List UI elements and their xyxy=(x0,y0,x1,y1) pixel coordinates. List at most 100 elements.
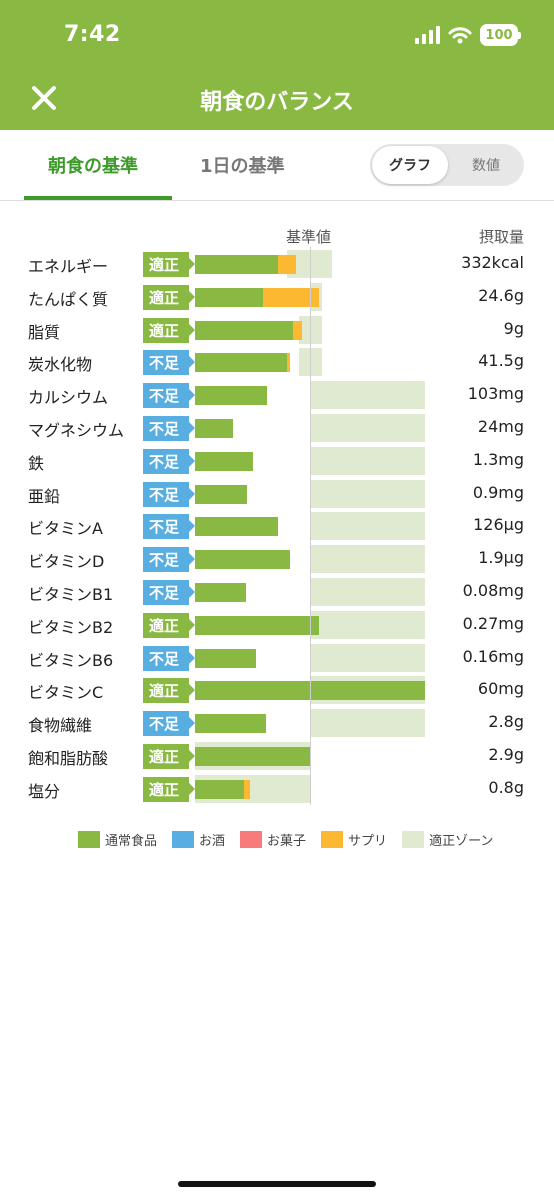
legend-label: お菓子 xyxy=(267,834,307,849)
nutrient-name: ビタミンC xyxy=(28,683,104,703)
status-badge: 適正 xyxy=(143,678,195,704)
optimal-zone-bar xyxy=(310,381,425,410)
supplement-bar xyxy=(292,320,302,340)
supplement-bar xyxy=(244,779,251,799)
legend-label: 適正ゾーン xyxy=(429,834,494,849)
intake-value: 126µg xyxy=(473,515,524,535)
intake-value: 2.8g xyxy=(488,712,524,732)
optimal-zone-bar xyxy=(310,578,425,606)
status-badge: 不足 xyxy=(143,547,195,573)
status-badge: 不足 xyxy=(143,383,195,409)
nutrient-name: ビタミンB1 xyxy=(28,585,114,604)
optimal-zone-bar xyxy=(310,709,425,738)
top-bar: 7:42 100 朝食のバランス xyxy=(0,0,554,130)
nutrient-name: 亜鉛 xyxy=(28,486,61,506)
nutrient-row: 食物繊維 不足 2.8g xyxy=(0,707,554,740)
intake-value: 332kcal xyxy=(461,253,524,272)
optimal-zone-bar xyxy=(310,643,425,672)
intake-value: 1.3mg xyxy=(472,449,524,469)
normal-food-bar xyxy=(195,517,278,537)
normal-food-bar xyxy=(195,255,278,274)
tab-daily-standard[interactable]: 1日の基準 xyxy=(200,156,285,177)
nutrient-row: 脂質 適正 9g xyxy=(0,314,554,347)
nutrient-row: ビタミンB2 適正 0.27mg xyxy=(0,609,554,642)
normal-food-bar xyxy=(195,320,293,340)
nutrient-row: ビタミンB6 不足 0.16mg xyxy=(0,642,554,675)
status-badge: 適正 xyxy=(143,284,195,310)
nutrient-row: ビタミンC 適正 60mg xyxy=(0,674,554,707)
normal-food-bar xyxy=(195,747,310,766)
optimal-zone-bar xyxy=(310,479,425,508)
status-badge: 不足 xyxy=(143,711,195,737)
normal-food-bar xyxy=(195,419,233,438)
reference-line xyxy=(310,247,311,805)
signal-icon xyxy=(415,26,440,44)
nutrient-row: ビタミンB1 不足 0.08mg xyxy=(0,576,554,609)
nutrient-name: カルシウム xyxy=(28,388,109,408)
tab-breakfast-standard[interactable]: 朝食の基準 xyxy=(48,156,138,177)
legend-swatch xyxy=(78,831,100,848)
optimal-zone-bar xyxy=(310,545,425,574)
intake-value: 0.27mg xyxy=(462,613,524,633)
status-badge: 不足 xyxy=(143,580,195,605)
normal-food-bar xyxy=(195,287,263,307)
status-badge: 適正 xyxy=(143,612,195,638)
status-time: 7:42 xyxy=(64,22,121,47)
legend-item: 通常食品 xyxy=(78,830,157,849)
legend-item: サプリ xyxy=(321,830,387,849)
nutrient-row: 飽和脂肪酸 適正 2.9g xyxy=(0,740,554,773)
status-badge: 適正 xyxy=(143,317,195,343)
nutrient-name: 食物繊維 xyxy=(28,716,93,736)
normal-food-bar xyxy=(195,550,291,570)
graph-toggle-button[interactable]: グラフ xyxy=(372,146,448,184)
nutrient-name: たんぱく質 xyxy=(28,289,109,309)
status-badge: 不足 xyxy=(143,481,195,507)
nutrient-row: 炭水化物 不足 41.5g xyxy=(0,346,554,379)
legend-swatch xyxy=(321,831,344,848)
normal-food-bar xyxy=(195,386,268,406)
nutrient-name: 脂質 xyxy=(28,322,61,342)
intake-column-header: 摂取量 xyxy=(478,228,524,246)
status-badge: 適正 xyxy=(143,776,195,802)
reference-column-header: 基準値 xyxy=(286,228,332,246)
normal-food-bar xyxy=(195,451,253,471)
status-badge: 不足 xyxy=(143,416,195,441)
legend-label: お酒 xyxy=(199,834,226,849)
intake-value: 0.9mg xyxy=(472,482,524,502)
normal-food-bar xyxy=(195,779,245,799)
intake-value: 24.6g xyxy=(478,285,524,305)
intake-value: 41.5g xyxy=(478,351,524,371)
intake-value: 24mg xyxy=(477,417,524,436)
status-badge: 不足 xyxy=(143,448,195,474)
battery-icon: 100 xyxy=(480,24,521,46)
nutrient-name: 鉄 xyxy=(28,453,45,473)
nutrient-name: マグネシウム xyxy=(28,421,125,440)
normal-food-bar xyxy=(195,353,287,373)
chart-legend: 通常食品 お酒 お菓子 サプリ 適正ゾーン xyxy=(78,830,508,849)
nutrient-row: 亜鉛 不足 0.9mg xyxy=(0,478,554,511)
supplement-bar xyxy=(277,255,297,274)
nutrient-name: 塩分 xyxy=(28,781,61,801)
nutrient-row: ビタミンD 不足 1.9µg xyxy=(0,543,554,576)
status-badge: 適正 xyxy=(143,252,195,277)
legend-item: 適正ゾーン xyxy=(402,830,493,849)
legend-item: お酒 xyxy=(172,830,225,849)
status-badge: 不足 xyxy=(143,645,195,671)
intake-value: 1.9µg xyxy=(478,548,524,568)
nutrient-name: ビタミンB2 xyxy=(28,617,114,637)
legend-swatch xyxy=(402,831,425,848)
nutrient-name: 炭水化物 xyxy=(28,355,93,375)
status-badge: 適正 xyxy=(143,744,195,769)
nutrient-name: ビタミンA xyxy=(28,519,103,539)
intake-value: 2.9g xyxy=(488,745,524,764)
nutrient-row: マグネシウム 不足 24mg xyxy=(0,412,554,445)
optimal-zone-bar xyxy=(310,446,425,475)
value-toggle-button[interactable]: 数値 xyxy=(472,158,500,174)
nutrient-row: ビタミンA 不足 126µg xyxy=(0,510,554,543)
legend-swatch xyxy=(172,831,195,848)
nutrient-name: エネルギー xyxy=(28,257,109,276)
wifi-icon xyxy=(448,27,472,44)
home-indicator xyxy=(178,1181,376,1187)
optimal-zone-bar xyxy=(310,414,425,442)
battery-level: 100 xyxy=(485,27,513,43)
